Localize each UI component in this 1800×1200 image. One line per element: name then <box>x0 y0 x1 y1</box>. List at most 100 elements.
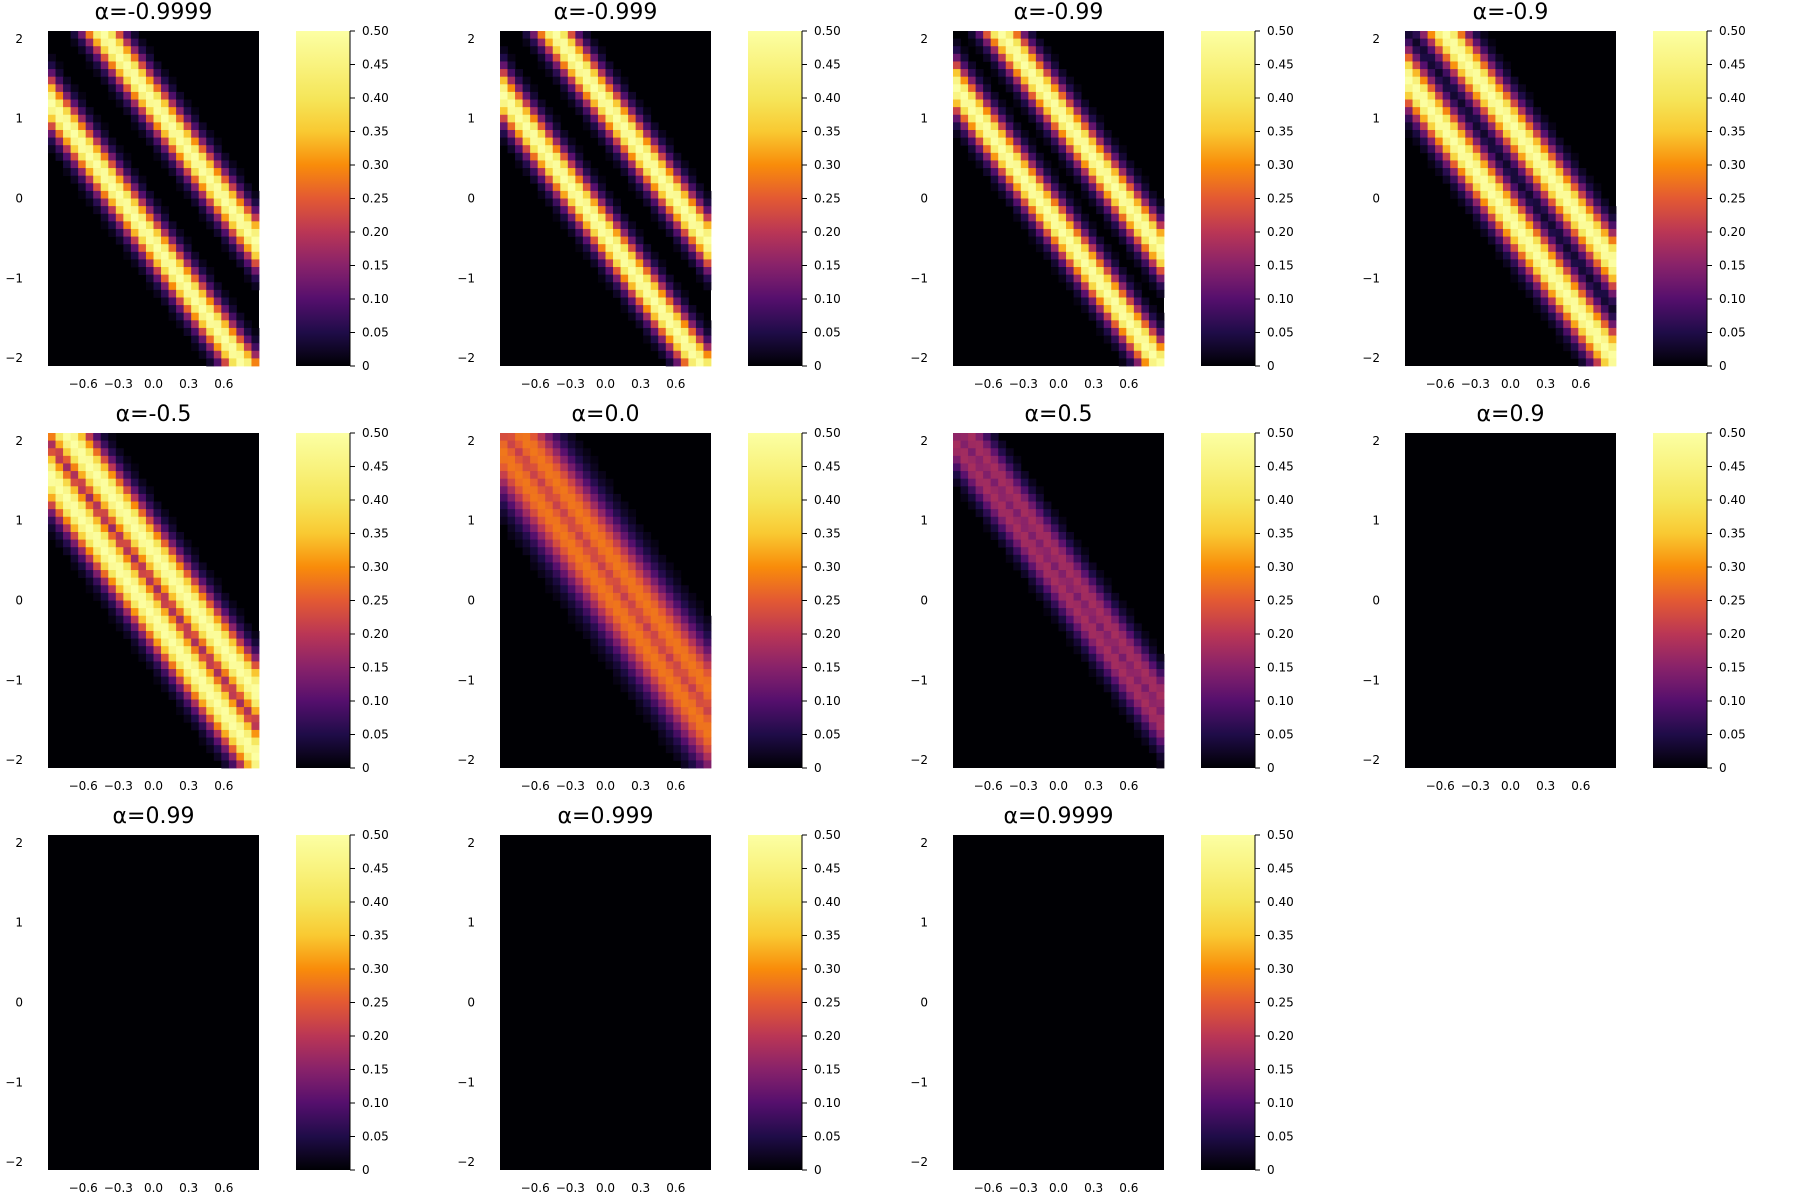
heatmap-cell <box>643 615 652 624</box>
heatmap-cell <box>1457 84 1466 93</box>
heatmap-cell <box>1570 327 1579 336</box>
heatmap-cell <box>1118 312 1127 321</box>
heatmap-cell <box>108 206 117 215</box>
heatmap-cell <box>78 183 87 192</box>
heatmap-cell <box>983 152 992 161</box>
heatmap-cell <box>198 646 207 655</box>
heatmap-cell <box>545 175 554 184</box>
heatmap-cell <box>198 707 207 716</box>
heatmap-cell <box>1518 114 1526 123</box>
heatmap-cell <box>560 600 569 609</box>
heatmap-cell <box>1502 61 1511 70</box>
heatmap-cell <box>1088 592 1097 601</box>
heatmap-cell <box>545 570 554 579</box>
heatmap-cell <box>1593 327 1602 336</box>
heatmap-cell <box>665 282 674 291</box>
heatmap-cell <box>123 600 132 609</box>
heatmap-cell <box>1487 183 1496 192</box>
heatmap-cell <box>55 501 64 510</box>
heatmap-cell <box>1548 152 1557 161</box>
heatmap-cell <box>55 493 64 502</box>
heatmap-cell <box>153 129 162 138</box>
heatmap-cell <box>990 478 999 487</box>
heatmap-cell <box>582 509 591 518</box>
heatmap-cell <box>130 107 139 116</box>
heatmap-cell <box>628 137 637 146</box>
heatmap-cell <box>1005 471 1014 480</box>
heatmap-cell <box>1548 267 1557 276</box>
heatmap-cell <box>500 448 508 457</box>
heatmap-cell <box>1020 61 1029 70</box>
heatmap-cell <box>650 676 659 685</box>
heatmap-cell <box>213 577 222 586</box>
heatmap-cell <box>1472 107 1481 116</box>
heatmap-cell <box>176 699 185 708</box>
heatmap-cell <box>183 699 192 708</box>
heatmap-cell <box>1450 107 1459 116</box>
heatmap-cell <box>130 547 139 556</box>
heatmap-cell <box>1405 84 1413 93</box>
heatmap-cell <box>236 646 245 655</box>
heatmap-cell <box>1035 244 1044 253</box>
heatmap-cell <box>198 737 207 746</box>
heatmap-cell <box>1133 251 1142 260</box>
heatmap-cell <box>221 312 230 321</box>
heatmap-cell <box>673 714 682 723</box>
heatmap-cell <box>515 114 524 123</box>
heatmap-cell <box>1578 228 1587 237</box>
heatmap-cell <box>552 448 561 457</box>
heatmap-cell <box>130 183 139 192</box>
heatmap-cell <box>1043 213 1052 222</box>
y-tick-label: −1 <box>910 1075 928 1089</box>
heatmap-cell <box>228 312 237 321</box>
heatmap-cell <box>213 358 222 367</box>
heatmap-cell <box>1118 175 1127 184</box>
heatmap-cell <box>1028 183 1037 192</box>
heatmap-cell <box>658 221 667 230</box>
heatmap-cell <box>1412 46 1421 55</box>
x-tick-label: 0.6 <box>214 377 233 391</box>
heatmap-cell <box>1480 38 1489 47</box>
heatmap-cell <box>1141 251 1150 260</box>
heatmap-cell <box>63 440 72 449</box>
heatmap-cell <box>575 84 584 93</box>
heatmap-cell <box>552 570 561 579</box>
heatmap-cell <box>176 630 185 639</box>
heatmap-cell <box>650 251 659 260</box>
heatmap-cell <box>500 61 508 70</box>
heatmap-cell <box>1035 76 1044 85</box>
heatmap-cell <box>1126 190 1135 199</box>
colorbar-tick-label: 0.05 <box>1267 1130 1294 1144</box>
heatmap-cell <box>620 646 629 655</box>
heatmap-cell <box>590 129 599 138</box>
heatmap-cell <box>1066 76 1074 85</box>
heatmap-cell <box>1480 190 1489 199</box>
heatmap-cell <box>130 471 139 480</box>
heatmap-cell <box>130 516 139 525</box>
heatmap-cell <box>1525 259 1534 268</box>
heatmap-cell <box>567 539 576 548</box>
heatmap-cell <box>176 137 185 146</box>
heatmap-cell <box>522 531 531 540</box>
heatmap-cell <box>1608 274 1617 283</box>
heatmap-cell <box>643 160 652 169</box>
heatmap-cell <box>597 53 606 62</box>
heatmap-cell <box>1593 267 1602 276</box>
heatmap-cell <box>1533 259 1542 268</box>
heatmap-cell <box>85 493 94 502</box>
heatmap-cell <box>1578 350 1587 359</box>
heatmap-cell <box>198 320 207 329</box>
heatmap-cell <box>1013 213 1022 222</box>
heatmap-cell <box>251 691 260 700</box>
heatmap-cell <box>221 305 230 314</box>
heatmap-cell <box>1442 31 1451 40</box>
heatmap-cell <box>78 509 87 518</box>
heatmap-cell <box>1578 289 1587 298</box>
heatmap-cell <box>1472 129 1481 138</box>
colorbar-tick-label: 0.20 <box>1719 627 1746 641</box>
heatmap-cell <box>93 570 102 579</box>
heatmap-cell <box>100 524 109 533</box>
heatmap-cell <box>206 274 215 283</box>
heatmap-cell <box>183 592 192 601</box>
heatmap-cell <box>567 608 576 617</box>
